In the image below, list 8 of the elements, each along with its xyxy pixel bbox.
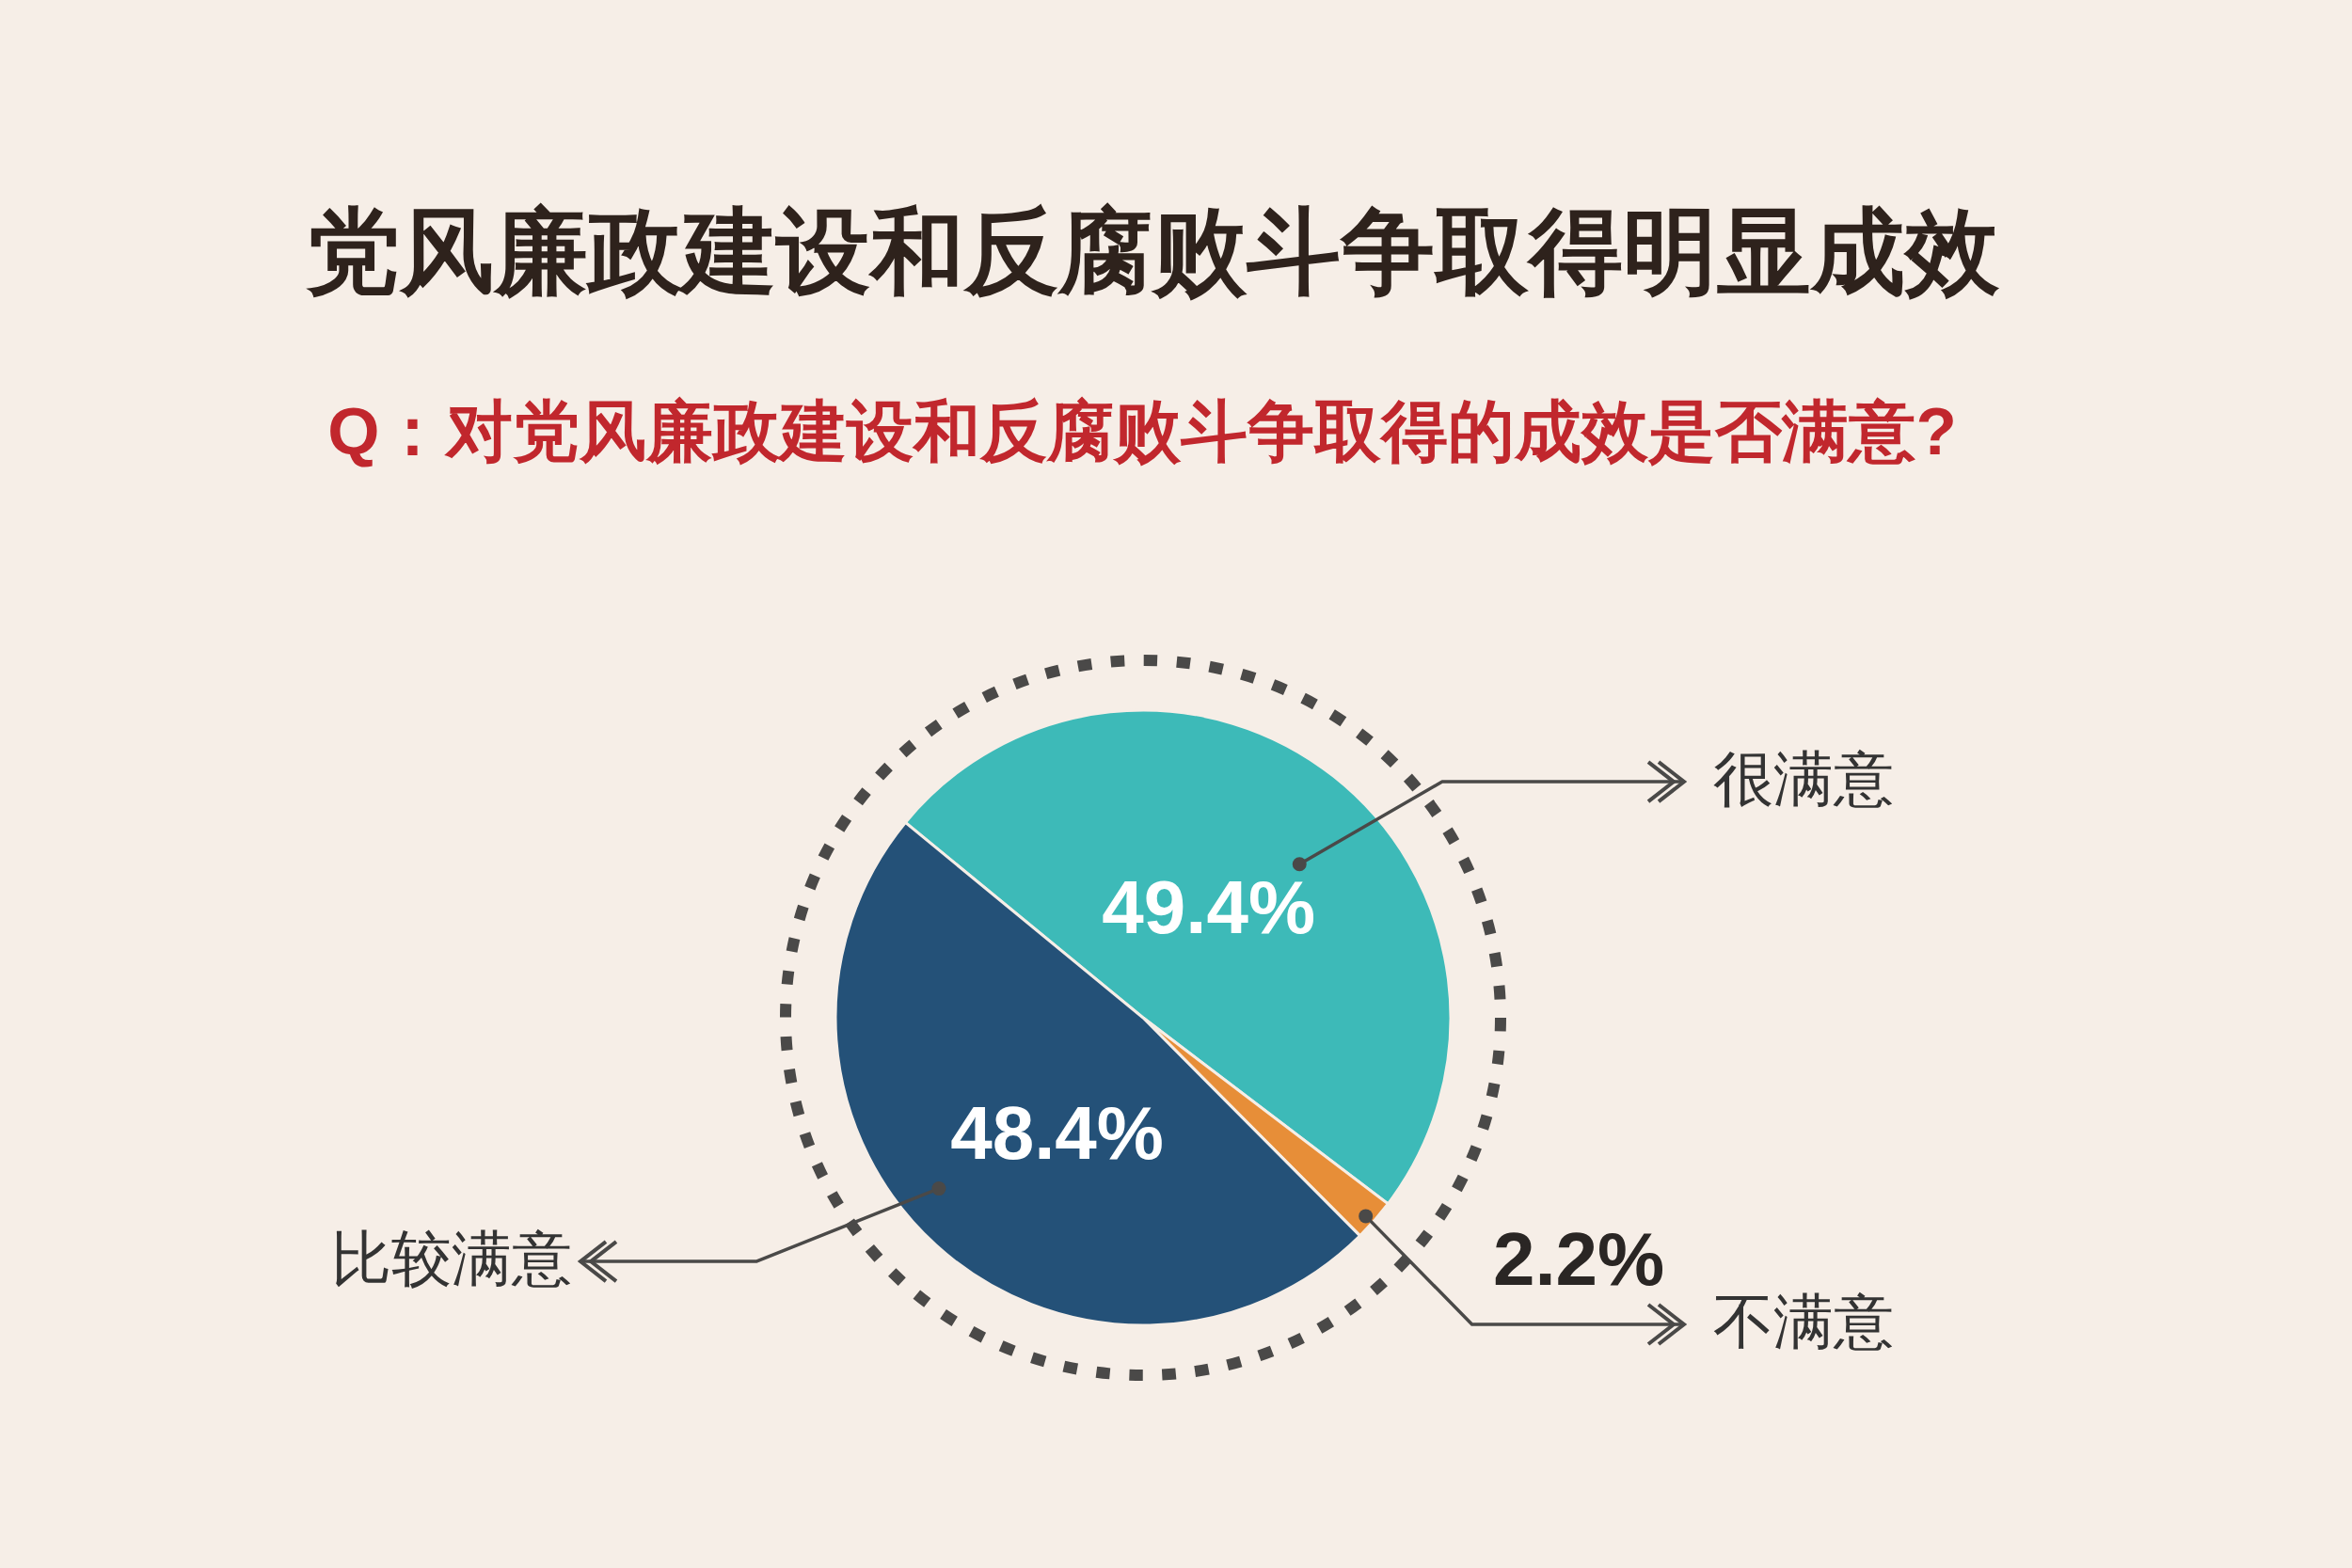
data-label: 2.2% bbox=[1492, 1216, 1665, 1301]
slice-label: 不满意 bbox=[1713, 1288, 1894, 1355]
chart-subtitle: Q：对党风廉政建设和反腐败斗争取得的成效是否满意? bbox=[327, 394, 1957, 468]
chart-title: 党风廉政建设和反腐败斗争取得明显成效 bbox=[306, 198, 2000, 304]
data-label: 49.4% bbox=[1102, 864, 1316, 949]
data-label: 48.4% bbox=[950, 1091, 1164, 1176]
slice-label: 比较满意 bbox=[331, 1225, 572, 1293]
slice-label: 很满意 bbox=[1713, 745, 1894, 814]
